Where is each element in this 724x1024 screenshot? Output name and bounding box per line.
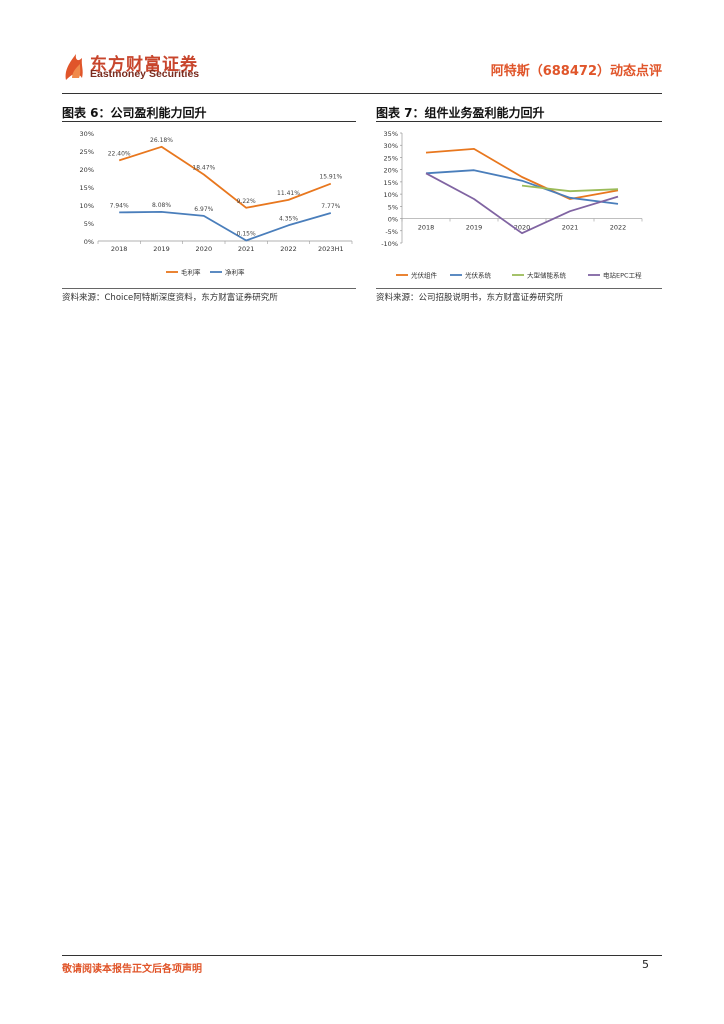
y-tick-label: 0%	[84, 238, 94, 246]
legend-label: 光伏系统	[465, 271, 492, 280]
y-tick-label: 10%	[80, 202, 94, 210]
y-tick-label: -5%	[385, 228, 398, 236]
data-label: 15.91%	[319, 174, 342, 181]
header-divider	[62, 93, 662, 94]
data-label: 8.08%	[152, 202, 171, 209]
x-tick-label: 2022	[280, 245, 297, 253]
series-line-2	[425, 169, 619, 205]
data-label: 4.35%	[279, 215, 298, 222]
legend-label: 电站EPC工程	[603, 271, 642, 280]
y-tick-label: 25%	[80, 148, 94, 156]
disclaimer-note: 敬请阅读本报告正文后各项声明	[62, 964, 202, 975]
report-title: 阿特斯（688472）动态点评	[490, 64, 662, 79]
data-label: 9.22%	[237, 198, 256, 205]
legend-label: 净利率	[225, 268, 245, 277]
series-line-1	[425, 148, 619, 200]
series-line-3	[521, 184, 619, 193]
y-tick-label: 20%	[80, 166, 94, 174]
y-tick-label: -10%	[381, 240, 398, 248]
y-tick-label: 5%	[84, 220, 94, 228]
figure-7-bottom-rule	[376, 288, 662, 289]
x-tick-label: 2023H1	[318, 245, 344, 253]
x-tick-label: 2020	[196, 245, 213, 253]
data-label: 22.40%	[108, 150, 131, 157]
x-tick-label: 2022	[610, 224, 627, 232]
x-tick-label: 2018	[111, 245, 128, 253]
series-line-4	[425, 172, 619, 235]
y-tick-label: 5%	[388, 203, 398, 211]
figure-7-chart: -10% -5% 0% 5% 10% 15% 20% 25% 30% 35% 2018 2019 202…	[381, 130, 643, 280]
y-tick-label: 30%	[80, 130, 94, 138]
x-tick-label: 2020	[514, 224, 531, 232]
y-tick-label: 15%	[384, 179, 398, 187]
y-tick-label: 30%	[384, 142, 398, 150]
figure-6-chart: 0% 5% 10% 15% 20% 25% 30% 2018 2019 2020 2021 2022 2…	[80, 130, 353, 277]
figure-6-top-rule	[62, 121, 356, 122]
logo-en-text: Eastmoney Securities	[90, 68, 200, 80]
data-label: 6.97%	[194, 206, 213, 213]
figure-6-source: 资料来源：Choice阿特斯深度资料，东方财富证券研究所	[62, 293, 278, 303]
company-logo: 东方财富证券 Eastmoney Securities	[62, 48, 232, 84]
data-label: 7.94%	[110, 202, 129, 209]
logo-cn-text: 东方财富证券	[90, 55, 198, 75]
legend-label: 大型储能系统	[527, 271, 567, 280]
x-tick-label: 2021	[562, 224, 579, 232]
x-tick-label: 2019	[153, 245, 170, 253]
figure-7-source: 资料来源：公司招股说明书，东方财富证券研究所	[376, 293, 564, 303]
series-line-1	[118, 145, 332, 209]
x-tick-label: 2019	[466, 224, 483, 232]
y-tick-label: 20%	[384, 167, 398, 175]
legend-label: 光伏组件	[411, 271, 438, 280]
series-line-2	[119, 211, 332, 242]
y-tick-label: 35%	[384, 130, 398, 138]
figure-6-title: 图表 6：公司盈利能力回升	[62, 106, 207, 120]
data-label: 0.15%	[237, 230, 256, 237]
figure-7-title: 图表 7：组件业务盈利能力回升	[376, 106, 545, 120]
y-tick-label: 0%	[388, 216, 398, 224]
x-tick-label: 2018	[418, 224, 435, 232]
data-label: 7.77%	[321, 203, 340, 210]
page-number: 5	[642, 958, 649, 971]
x-tick-label: 2021	[238, 245, 255, 253]
logo-flame-icon	[65, 54, 83, 80]
data-label: 18.47%	[192, 165, 215, 172]
y-tick-label: 15%	[80, 184, 94, 192]
data-label: 26.18%	[150, 137, 173, 144]
y-tick-label: 25%	[384, 154, 398, 162]
report-header: 东方财富证券 Eastmoney Securities 阿特斯（688472）动…	[62, 48, 662, 88]
figure-6-bottom-rule	[62, 288, 356, 289]
legend-label: 毛利率	[181, 268, 201, 277]
data-label: 11.41%	[277, 190, 300, 197]
y-tick-label: 10%	[384, 191, 398, 199]
footer-divider	[62, 955, 662, 956]
figure-7-top-rule	[376, 121, 662, 122]
